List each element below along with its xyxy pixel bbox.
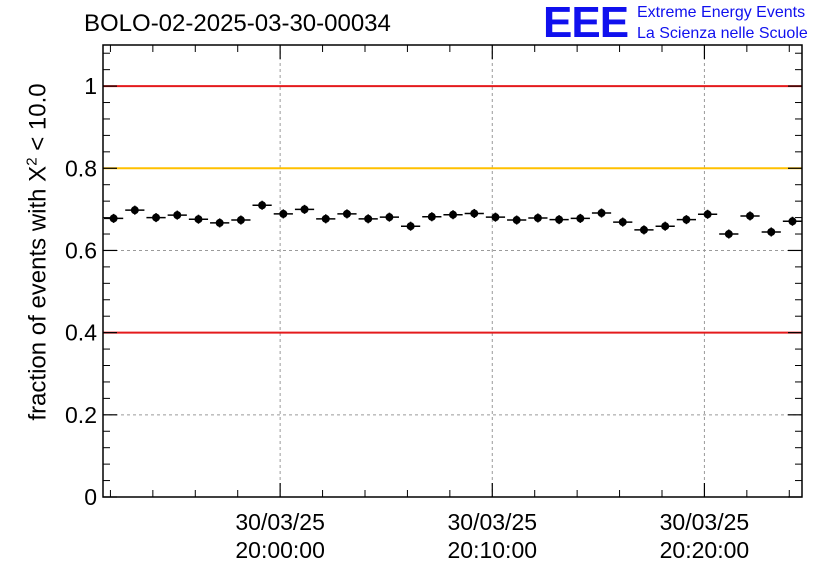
x-tick-label-date: 30/03/25 (448, 509, 538, 535)
data-series (104, 200, 803, 239)
data-point (104, 213, 124, 223)
data-point (634, 225, 654, 235)
x-tick-label-date: 30/03/25 (660, 509, 750, 535)
data-point-marker (300, 205, 309, 214)
data-point (337, 209, 357, 219)
data-point (400, 221, 421, 231)
data-point-marker (746, 211, 755, 220)
axes: 00.20.40.60.8130/03/2520:00:0030/03/2520… (65, 45, 802, 563)
data-point (443, 210, 463, 220)
data-point-marker (173, 211, 182, 220)
chart-title: BOLO-02-2025-03-30-00034 (84, 10, 391, 37)
data-point (782, 216, 803, 226)
y-tick-label: 0.4 (65, 320, 97, 346)
data-point (740, 211, 760, 221)
data-point (125, 205, 145, 215)
data-point-marker (449, 210, 458, 219)
data-point (231, 215, 251, 225)
data-point-marker (576, 214, 585, 223)
data-point-marker (724, 230, 733, 239)
grid (103, 45, 802, 497)
data-point (507, 215, 527, 225)
data-point (316, 214, 336, 224)
x-tick-label-time: 20:00:00 (235, 537, 325, 563)
y-tick-label: 0 (84, 484, 97, 510)
logo-caption-line1: Extreme Energy Events (637, 4, 806, 21)
data-point-marker (788, 217, 797, 226)
data-point-marker (258, 201, 267, 210)
data-point-marker (194, 215, 203, 224)
data-point-marker (364, 214, 373, 223)
x-tick-label-time: 20:10:00 (448, 537, 538, 563)
data-point-marker (279, 209, 288, 218)
data-point (655, 221, 675, 231)
data-point (761, 227, 781, 237)
data-point-marker (130, 206, 139, 215)
data-point-marker (639, 225, 648, 234)
data-point-marker (597, 209, 606, 218)
data-point (146, 213, 166, 223)
x-tick-label-date: 30/03/25 (235, 509, 325, 535)
data-point-marker (661, 222, 670, 231)
data-point-marker (703, 210, 712, 219)
data-point-marker (385, 213, 394, 222)
data-point (273, 209, 293, 219)
data-point (719, 229, 739, 239)
data-point (464, 208, 484, 218)
data-point-marker (406, 222, 415, 231)
data-point (210, 218, 230, 228)
data-point (676, 215, 696, 225)
logo-caption-line2: La Scienza nelle Scuole (637, 25, 808, 42)
data-point (294, 204, 315, 214)
data-point-marker (321, 214, 330, 223)
data-point (697, 209, 718, 219)
data-point (591, 208, 612, 218)
data-point (358, 214, 378, 224)
data-point-marker (342, 209, 351, 218)
data-point (549, 215, 569, 225)
data-point-marker (215, 218, 224, 227)
data-point-marker (152, 213, 161, 222)
data-point (528, 213, 548, 223)
y-tick-label: 0.2 (65, 402, 97, 428)
data-point-marker (236, 216, 245, 225)
y-axis-label-prefix: fraction of events with (24, 181, 52, 421)
data-point-marker (491, 213, 500, 222)
y-axis-label-exponent: 2 (23, 157, 41, 166)
eee-logo: EEE (543, 0, 629, 47)
data-point-marker (427, 212, 436, 221)
data-point (422, 212, 442, 222)
reference-lines (103, 85, 802, 334)
plot-frame (102, 44, 803, 498)
data-point (485, 212, 506, 222)
data-point (570, 213, 590, 223)
data-point-marker (555, 215, 564, 224)
data-point (379, 212, 399, 222)
data-point-marker (470, 209, 479, 218)
data-point-marker (533, 213, 542, 222)
y-axis-label: fraction of events with X2 < 10.0 (24, 83, 53, 420)
y-axis-label-symbol: X (24, 165, 52, 182)
data-point (252, 200, 272, 210)
y-axis-label-suffix: < 10.0 (24, 83, 52, 158)
data-point-marker (682, 215, 691, 224)
x-tick-label-time: 20:20:00 (660, 537, 750, 563)
y-tick-label: 0.8 (65, 155, 97, 181)
data-point (188, 214, 209, 224)
data-point-marker (512, 216, 521, 225)
data-point-marker (618, 218, 627, 227)
y-tick-label: 0.6 (65, 237, 97, 263)
y-tick-label: 1 (84, 73, 97, 99)
data-point (613, 217, 633, 227)
data-point-marker (109, 214, 118, 223)
data-point-marker (767, 227, 776, 236)
data-point (167, 210, 187, 220)
